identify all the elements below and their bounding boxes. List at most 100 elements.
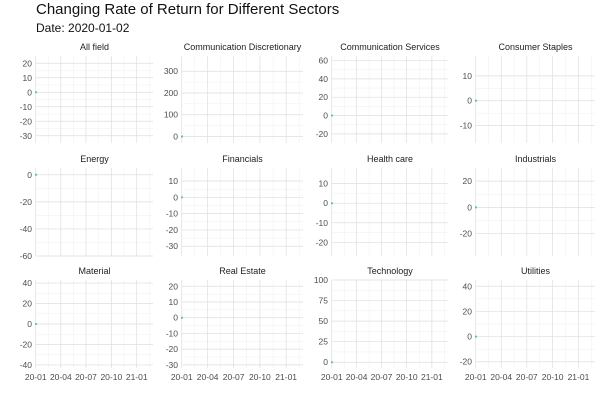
- data-point: [180, 135, 184, 138]
- panel-title: Material: [78, 266, 110, 276]
- y-tick-label: -20: [20, 197, 33, 207]
- y-tick-label: -30: [20, 131, 33, 141]
- data-point: [330, 202, 334, 205]
- x-tick-label: 20-01: [321, 372, 343, 382]
- y-tick-label: 0: [467, 332, 472, 342]
- x-tick-label: 20-10: [542, 372, 564, 382]
- x-tick-label: 21-01: [275, 372, 297, 382]
- panel-title: Utilities: [521, 266, 551, 276]
- y-tick-label: 0: [467, 96, 472, 106]
- x-tick-label: 20-01: [465, 372, 487, 382]
- data-point: [474, 99, 478, 102]
- x-tick-label: 21-01: [421, 372, 443, 382]
- x-tick-label: 20-04: [197, 372, 219, 382]
- y-tick-label: -30: [166, 241, 179, 251]
- y-tick-label: -20: [166, 344, 179, 354]
- data-point: [34, 91, 38, 94]
- y-tick-label: 40: [319, 74, 329, 84]
- panel-communication-services: 60 40 20 0 -20 Communication Services: [316, 42, 448, 143]
- y-tick-label: 0: [323, 357, 328, 367]
- data-point: [34, 173, 38, 176]
- panel-utilities: 40 20 0 -20 Utilities 20-01 20-04 20-07 20-10 21-…: [460, 266, 595, 382]
- data-point: [34, 322, 38, 326]
- y-tick-label: -10: [460, 121, 473, 131]
- panel-title: Real Estate: [219, 266, 266, 276]
- panel-energy: 0 -20 -40 -60 Energy: [20, 154, 153, 261]
- chart-subtitle: Date: 2020-01-02: [36, 21, 130, 35]
- y-tick-label: -20: [20, 339, 33, 349]
- data-point: [180, 196, 184, 199]
- y-tick-label: 40: [23, 278, 33, 288]
- y-tick-label: 0: [173, 313, 178, 323]
- y-tick-label: -20: [316, 237, 329, 247]
- y-tick-label: 300: [164, 66, 178, 76]
- panel-title: Technology: [367, 266, 413, 276]
- y-tick-label: 0: [27, 87, 32, 97]
- x-tick-label: 20-07: [223, 372, 245, 382]
- panel-consumer-staples: 10 0 -10 Consumer Staples: [460, 42, 595, 143]
- y-tick-label: 20: [23, 58, 33, 68]
- y-tick-label: -20: [20, 116, 33, 126]
- panel-material: 40 20 0 -20 -40 Material 20-01 20-04 20-07 20-10 2…: [20, 266, 153, 382]
- x-tick-label: 21-01: [126, 372, 148, 382]
- y-tick-label: 10: [169, 297, 179, 307]
- y-tick-label: 0: [27, 170, 32, 180]
- y-tick-label: 50: [319, 316, 329, 326]
- data-point: [330, 361, 334, 364]
- panel-real-estate: 20 10 0 -10 -20 -30 Real Estate 20-01 20-04 20-07…: [166, 266, 303, 382]
- y-tick-label: 0: [323, 111, 328, 121]
- x-tick-label: 21-01: [568, 372, 590, 382]
- y-tick-label: -60: [20, 251, 33, 261]
- y-tick-label: 25: [319, 337, 329, 347]
- data-point: [474, 206, 478, 209]
- y-tick-label: 75: [319, 296, 329, 306]
- y-tick-label: 0: [27, 319, 32, 329]
- data-point: [474, 335, 478, 338]
- y-tick-label: 100: [164, 110, 178, 120]
- panel-title: Industrials: [515, 154, 557, 164]
- y-tick-label: -40: [20, 224, 33, 234]
- panel-communication-discretionary: 300 200 100 0 Communication Discretionary: [164, 42, 303, 143]
- y-tick-label: 0: [467, 202, 472, 212]
- y-tick-label: -20: [460, 229, 473, 239]
- panel-title: Financials: [222, 154, 263, 164]
- x-tick-label: 20-10: [100, 372, 122, 382]
- y-tick-label: -20: [166, 225, 179, 235]
- y-tick-label: 20: [319, 92, 329, 102]
- y-tick-label: 60: [319, 56, 329, 66]
- chart-title: Changing Rate of Return for Different Se…: [36, 1, 340, 18]
- y-tick-label: 20: [463, 306, 473, 316]
- panel-title: Health care: [367, 154, 413, 164]
- y-tick-label: 10: [23, 73, 33, 83]
- y-tick-label: -20: [316, 129, 329, 139]
- x-tick-label: 20-10: [249, 372, 271, 382]
- data-point: [180, 316, 184, 319]
- x-tick-label: 20-04: [490, 372, 512, 382]
- y-tick-label: 20: [169, 281, 179, 291]
- x-tick-label: 20-04: [50, 372, 72, 382]
- y-tick-label: -30: [166, 360, 179, 370]
- panel-health-care: 10 0 -10 -20 Health care: [316, 154, 448, 256]
- y-tick-label: 10: [169, 176, 179, 186]
- x-tick-label: 20-07: [371, 372, 393, 382]
- y-tick-label: 20: [23, 299, 33, 309]
- y-tick-label: -10: [316, 218, 329, 228]
- x-tick-label: 20-01: [171, 372, 193, 382]
- panel-industrials: 20 0 -20 Industrials: [460, 154, 595, 256]
- y-tick-label: -10: [166, 209, 179, 219]
- y-tick-label: 20: [463, 176, 473, 186]
- x-tick-label: 20-04: [346, 372, 368, 382]
- y-tick-label: -10: [166, 328, 179, 338]
- panel-technology: 100 75 50 25 0 Technology 20-01 20-04 20-07 20-10…: [314, 266, 448, 382]
- panel-title: All field: [80, 42, 109, 52]
- data-point: [330, 114, 334, 117]
- panel-title: Consumer Staples: [498, 42, 573, 52]
- y-tick-label: 0: [323, 198, 328, 208]
- y-tick-label: -20: [460, 357, 473, 367]
- x-tick-label: 20-07: [516, 372, 538, 382]
- panel-title: Communication Discretionary: [184, 42, 302, 52]
- x-tick-label: 20-01: [25, 372, 47, 382]
- panel-all-field: 20 10 0 -10 -20 -30 All field: [20, 42, 153, 143]
- y-tick-label: 200: [164, 88, 178, 98]
